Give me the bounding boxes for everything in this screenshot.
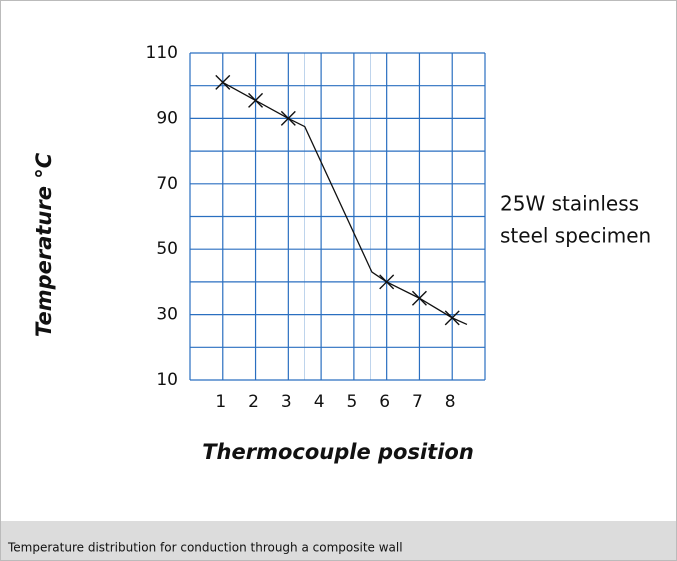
marker xyxy=(215,74,231,90)
y-tick-label: 90 xyxy=(156,108,178,128)
x-axis-label: Thermocouple position xyxy=(202,440,474,464)
data-line xyxy=(222,81,468,326)
caption: Temperature distribution for conduction … xyxy=(7,541,403,555)
y-tick-label: 70 xyxy=(156,174,178,194)
x-tick-label: 2 xyxy=(248,392,259,412)
marker xyxy=(411,290,427,306)
annotation: steel specimen xyxy=(500,224,651,248)
marker xyxy=(379,274,395,290)
caption-bar xyxy=(1,521,676,560)
x-tick-label: 4 xyxy=(314,392,325,412)
x-tick-label: 7 xyxy=(412,392,423,412)
y-tick-label: 10 xyxy=(156,370,178,390)
y-axis-label: Temperature °C xyxy=(32,152,56,337)
y-tick-label: 110 xyxy=(146,43,178,63)
x-tick-label: 6 xyxy=(379,392,390,412)
y-tick-label: 30 xyxy=(156,305,178,325)
x-tick-label: 1 xyxy=(215,392,226,412)
annotation: 25W stainless xyxy=(500,192,639,216)
x-tick-label: 3 xyxy=(281,392,292,412)
x-tick-label: 8 xyxy=(445,392,456,412)
marker xyxy=(248,92,264,108)
marker xyxy=(280,110,296,126)
y-tick-label: 50 xyxy=(156,239,178,259)
x-tick-label: 5 xyxy=(346,392,357,412)
marker xyxy=(444,310,460,326)
